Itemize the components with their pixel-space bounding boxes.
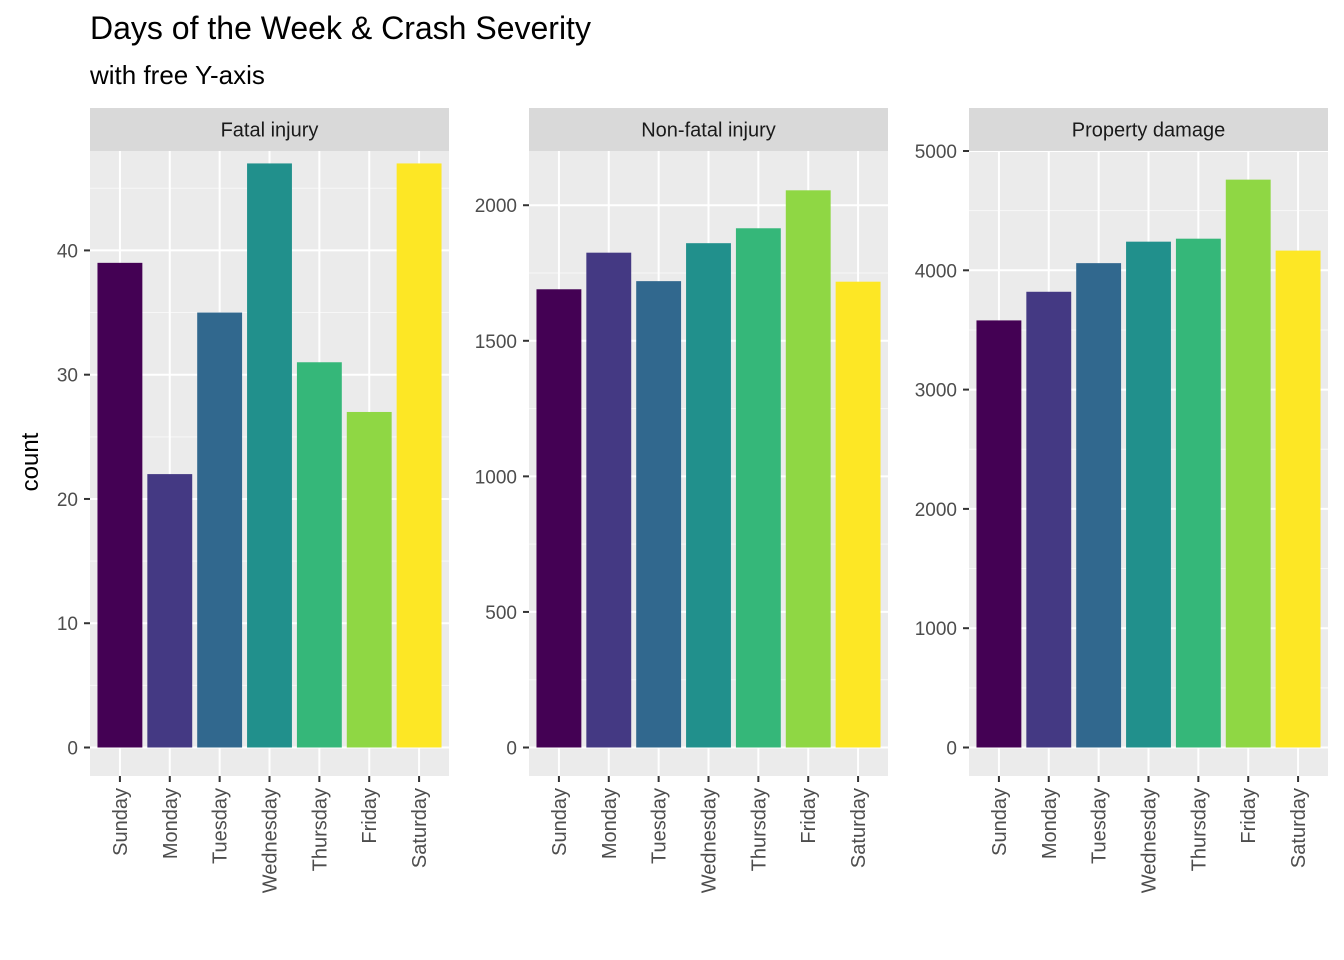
y-tick-label: 4000 [915,261,957,282]
y-tick-label: 40 [57,241,78,262]
y-tick-label: 500 [485,603,517,624]
bar-friday [346,411,392,748]
x-tick-label: Saturday [409,788,431,868]
x-tick-label: Tuesday [210,788,232,864]
x-tick-label: Monday [1039,788,1061,859]
x-tick-label: Wednesday [1139,788,1161,893]
y-tick-label: 3000 [915,381,957,402]
bar-monday [147,474,193,748]
bar-friday [1225,179,1271,748]
facet-panel: Non-fatal injury 0 500 1000 1500 2000 Sunday Mo… [475,108,888,893]
y-tick-label: 30 [57,366,78,387]
facet-strip-label: Non-fatal injury [641,120,776,142]
x-tick-label: Wednesday [260,788,282,893]
x-tick-label: Friday [359,788,381,844]
x-tick-label: Friday [798,788,820,844]
bar-tuesday [1076,263,1122,748]
y-axis-label: count [17,432,44,491]
x-tick-label: Saturday [848,788,870,868]
bar-monday [586,252,632,748]
y-tick-label: 10 [57,614,78,635]
bar-tuesday [197,312,243,748]
y-tick-label: 20 [57,490,78,511]
y-tick-label: 2000 [475,196,517,217]
x-tick-label: Sunday [989,788,1011,856]
x-tick-label: Saturday [1288,788,1310,868]
x-tick-label: Monday [160,788,182,859]
x-tick-label: Sunday [549,788,571,856]
bar-sunday [97,262,143,748]
bar-monday [1026,291,1072,748]
x-tick-label: Tuesday [1089,788,1111,864]
bar-tuesday [636,281,682,748]
bar-thursday [735,228,781,748]
y-tick-label: 0 [67,739,78,760]
y-tick-label: 1000 [915,619,957,640]
bar-wednesday [247,163,292,748]
y-tick-label: 2000 [915,500,957,521]
facet-strip-label: Fatal injury [221,120,319,142]
bar-sunday [536,289,582,748]
x-tick-label: Thursday [1188,788,1210,871]
facet-strip [969,108,1328,151]
bar-thursday [296,362,342,748]
bar-sunday [976,320,1022,748]
x-tick-label: Tuesday [649,788,671,864]
x-tick-label: Thursday [309,788,331,871]
facet-panel: Property damage 0 1000 2000 3000 4000 5000 Sund… [915,108,1328,893]
facet-strip [90,108,449,151]
bar-saturday [396,163,442,748]
facet-panel: Fatal injury 0 10 20 30 40 Sunday Monday Tuesday… [57,108,449,893]
y-tick-label: 0 [506,739,517,760]
facet-strip [529,108,888,151]
chart-title: Days of the Week & Crash Severity [90,10,591,46]
y-tick-label: 5000 [915,142,957,163]
facet-strip-label: Property damage [1072,120,1225,142]
x-tick-label: Wednesday [699,788,721,893]
bar-friday [785,190,831,748]
x-tick-label: Sunday [110,788,132,856]
chart-subtitle: with free Y-axis [90,60,265,90]
y-tick-label: 1000 [475,467,517,488]
x-tick-label: Thursday [748,788,770,871]
bar-saturday [835,281,881,748]
x-tick-label: Friday [1238,788,1260,844]
bar-thursday [1175,238,1221,748]
y-tick-label: 1500 [475,332,517,353]
bar-saturday [1275,250,1321,748]
facets-group: Fatal injury 0 10 20 30 40 Sunday Monday Tuesday… [57,108,1328,893]
bar-wednesday [1126,241,1171,748]
x-tick-label: Monday [599,788,621,859]
bar-wednesday [686,243,731,748]
y-tick-label: 0 [946,739,957,760]
